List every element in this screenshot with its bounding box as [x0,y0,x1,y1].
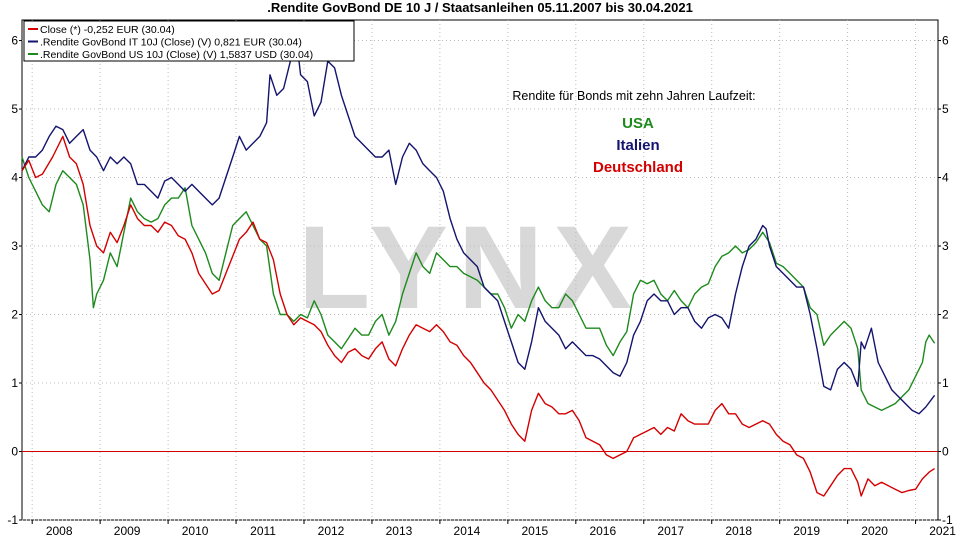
x-tick-label: 2014 [454,524,481,538]
series-line-0 [21,135,935,497]
annotation-heading: Rendite für Bonds mit zehn Jahren Laufze… [512,89,755,103]
legend-entry-label: .Rendite GovBond US 10J (Close) (V) 1,58… [40,49,313,61]
series-line-2 [21,156,936,412]
y-tick-label-right: 4 [942,171,949,185]
x-tick-label: 2011 [250,524,276,538]
x-tick-label: 2008 [46,524,73,538]
y-tick-label-left: 4 [11,171,18,185]
x-tick-label: 2012 [318,524,345,538]
y-tick-label-left: 3 [11,239,18,253]
legend: Close (*) -0,252 EUR (30.04).Rendite Gov… [23,20,355,62]
legend-entry-label: Close (*) -0,252 EUR (30.04) [40,24,175,36]
y-tick-label-left: 1 [11,376,18,390]
y-tick-label-left: 6 [11,34,18,48]
x-tick-label: 2019 [793,524,820,538]
legend-entry-label: .Rendite GovBond IT 10J (Close) (V) 0,82… [40,37,302,49]
y-tick-label-right: 2 [942,308,949,322]
y-tick-label-right: 5 [942,102,949,116]
y-tick-label-right: -1 [942,513,953,527]
y-tick-label-right: 6 [942,34,949,48]
x-tick-label: 2015 [522,524,549,538]
x-tick-label: 2009 [114,524,141,538]
y-tick-label-right: 1 [942,376,949,390]
y-tick-label-right: 3 [942,239,949,253]
annotation-item: USA [622,115,654,132]
x-tick-label: 2021 [929,524,956,538]
chart-title: .Rendite GovBond DE 10 J / Staatsanleihe… [267,0,693,15]
series-line-1 [21,33,936,415]
x-tick-label: 2010 [182,524,209,538]
x-tick-label: 2018 [725,524,752,538]
y-tick-label-right: 0 [942,445,949,459]
plot-border [21,19,939,521]
annotation-item: Italien [616,137,659,154]
x-tick-label: 2020 [861,524,888,538]
y-tick-label-left: 0 [11,445,18,459]
x-tick-label: 2013 [386,524,413,538]
x-tick-label: 2016 [589,524,616,538]
y-tick-label-left: -1 [7,513,18,527]
y-tick-label-left: 5 [11,102,18,116]
x-tick-label: 2017 [657,524,684,538]
legend-box [23,20,355,62]
annotation-item: Deutschland [593,159,683,176]
y-tick-label-left: 2 [11,308,18,322]
